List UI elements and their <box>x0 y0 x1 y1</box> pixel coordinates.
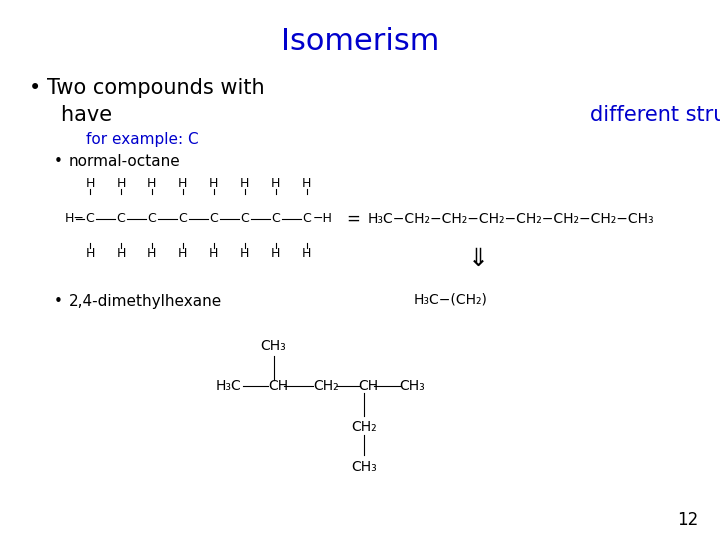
Text: CH₂: CH₂ <box>351 420 377 434</box>
Text: 2,4-dimethylhexane: 2,4-dimethylhexane <box>68 294 222 309</box>
Text: H₃C: H₃C <box>216 379 242 393</box>
Text: H: H <box>116 177 126 190</box>
Text: H: H <box>116 247 126 260</box>
Text: H: H <box>147 177 157 190</box>
Text: Isomerism: Isomerism <box>281 27 439 56</box>
Text: different structures (atomic arrangements).: different structures (atomic arrangement… <box>590 105 720 125</box>
Text: H: H <box>85 247 95 260</box>
Text: H: H <box>178 247 188 260</box>
Text: CH: CH <box>268 379 288 393</box>
Text: H₃C−CH₂−CH₂−CH₂−CH₂−CH₂−CH₂−CH₃: H₃C−CH₂−CH₂−CH₂−CH₂−CH₂−CH₂−CH₃ <box>367 212 654 226</box>
Text: C: C <box>210 212 218 225</box>
Text: H: H <box>85 177 95 190</box>
Text: •: • <box>54 154 63 169</box>
Text: H: H <box>302 247 312 260</box>
Text: Two compounds with: Two compounds with <box>47 78 271 98</box>
Text: C: C <box>302 212 311 225</box>
Text: have: have <box>61 105 119 125</box>
Text: H: H <box>240 247 250 260</box>
Text: CH: CH <box>359 379 379 393</box>
Text: CH₃: CH₃ <box>261 339 287 353</box>
Text: H: H <box>271 247 281 260</box>
Text: H: H <box>147 247 157 260</box>
Text: CH₃: CH₃ <box>351 460 377 474</box>
Text: CH₂: CH₂ <box>313 379 339 393</box>
Text: C: C <box>179 212 187 225</box>
Text: C: C <box>117 212 125 225</box>
Text: C: C <box>148 212 156 225</box>
Text: −H: −H <box>312 212 333 225</box>
Text: normal-octane: normal-octane <box>68 154 180 169</box>
Text: •: • <box>54 294 63 309</box>
Text: C: C <box>240 212 249 225</box>
Text: H: H <box>209 247 219 260</box>
Text: =: = <box>346 210 360 228</box>
Text: H₃C−(CH₂): H₃C−(CH₂) <box>414 293 488 307</box>
Text: H: H <box>240 177 250 190</box>
Text: C: C <box>271 212 280 225</box>
Text: H: H <box>302 177 312 190</box>
Text: H: H <box>178 177 188 190</box>
Text: ⇓: ⇓ <box>468 247 490 271</box>
Text: 12: 12 <box>677 511 698 529</box>
Text: for example: C: for example: C <box>86 132 199 147</box>
Text: C: C <box>86 212 94 225</box>
Text: H: H <box>209 177 219 190</box>
Text: H−: H− <box>65 212 85 225</box>
Text: H: H <box>271 177 281 190</box>
Text: •: • <box>29 78 41 98</box>
Text: CH₃: CH₃ <box>400 379 426 393</box>
